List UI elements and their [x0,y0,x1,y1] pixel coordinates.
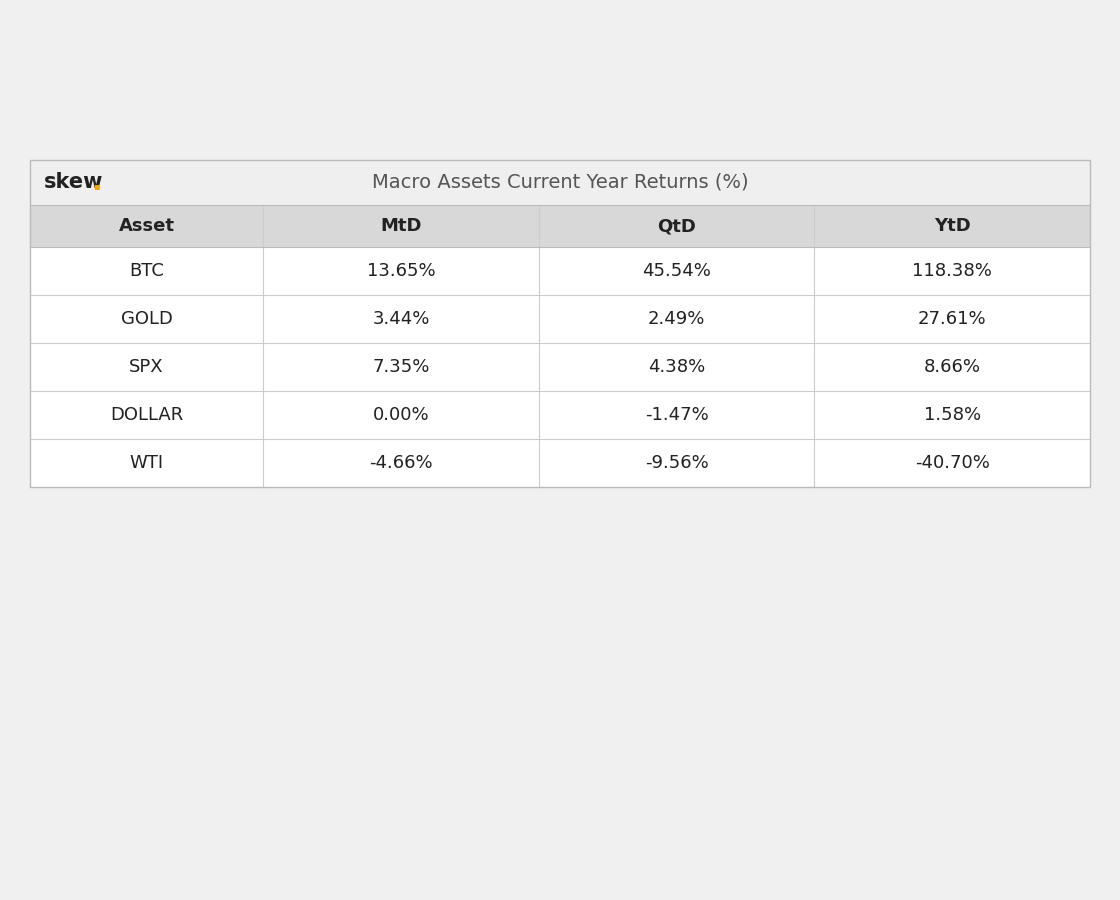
Text: WTI: WTI [130,454,164,472]
Text: 2.49%: 2.49% [647,310,706,328]
Text: skew: skew [44,173,103,193]
Text: 118.38%: 118.38% [913,262,992,280]
Bar [30,205,1090,247]
Text: GOLD: GOLD [121,310,172,328]
Text: 45.54%: 45.54% [642,262,711,280]
Text: Asset: Asset [119,217,175,235]
Text: 7.35%: 7.35% [372,358,430,376]
Bar [30,295,1090,343]
Text: 0.00%: 0.00% [373,406,429,424]
Bar [30,160,1090,487]
Text: BTC: BTC [129,262,164,280]
Text: -40.70%: -40.70% [915,454,990,472]
Text: YtD: YtD [934,217,971,235]
Bar [30,343,1090,391]
Text: -4.66%: -4.66% [370,454,432,472]
Text: QtD: QtD [657,217,696,235]
Text: -1.47%: -1.47% [645,406,709,424]
Text: .: . [91,168,102,196]
Text: 4.38%: 4.38% [648,358,706,376]
Text: 8.66%: 8.66% [924,358,981,376]
Text: MtD: MtD [381,217,422,235]
Text: DOLLAR: DOLLAR [110,406,184,424]
Bar [30,439,1090,487]
Text: 3.44%: 3.44% [372,310,430,328]
Bar [30,247,1090,295]
Bar [30,160,1090,205]
Bar [30,160,1090,487]
Text: Macro Assets Current Year Returns (%): Macro Assets Current Year Returns (%) [372,173,748,192]
Text: 27.61%: 27.61% [918,310,987,328]
Text: SPX: SPX [129,358,164,376]
Text: 13.65%: 13.65% [366,262,436,280]
Text: 1.58%: 1.58% [924,406,981,424]
Bar [30,391,1090,439]
Text: -9.56%: -9.56% [645,454,709,472]
